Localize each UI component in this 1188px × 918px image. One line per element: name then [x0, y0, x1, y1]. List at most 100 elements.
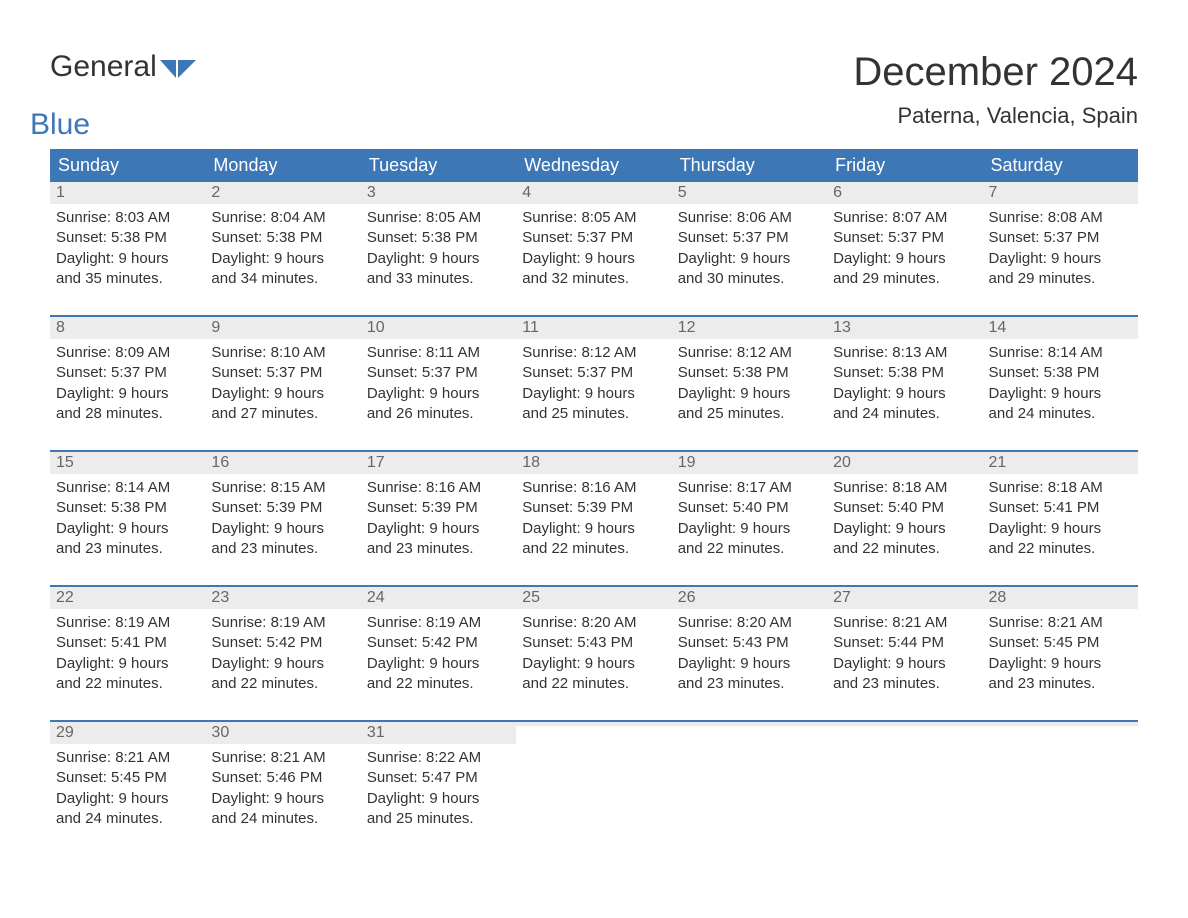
sunrise-text: Sunrise: 8:19 AM [211, 613, 354, 633]
day-num-row: 2 [205, 182, 360, 204]
sunrise-text: Sunrise: 8:09 AM [56, 343, 199, 363]
sunrise-text: Sunrise: 8:07 AM [833, 208, 976, 228]
daylight-text-2: and 22 minutes. [211, 674, 354, 694]
daylight-text-2: and 28 minutes. [56, 404, 199, 424]
day-num-row: 1 [50, 182, 205, 204]
daylight-text-2: and 25 minutes. [367, 809, 510, 829]
day-body: Sunrise: 8:16 AMSunset: 5:39 PMDaylight:… [516, 474, 671, 559]
daylight-text-1: Daylight: 9 hours [522, 384, 665, 404]
sunset-text: Sunset: 5:38 PM [989, 363, 1132, 383]
day-body: Sunrise: 8:18 AMSunset: 5:40 PMDaylight:… [827, 474, 982, 559]
day-number: 12 [678, 319, 696, 336]
sunset-text: Sunset: 5:47 PM [367, 768, 510, 788]
day-number: 31 [367, 724, 385, 741]
daylight-text-1: Daylight: 9 hours [678, 384, 821, 404]
daylight-text-2: and 29 minutes. [989, 269, 1132, 289]
day-number: 29 [56, 724, 74, 741]
daylight-text-2: and 22 minutes. [367, 674, 510, 694]
day-body: Sunrise: 8:19 AMSunset: 5:42 PMDaylight:… [361, 609, 516, 694]
sunset-text: Sunset: 5:37 PM [989, 228, 1132, 248]
week-row: 29Sunrise: 8:21 AMSunset: 5:45 PMDayligh… [50, 720, 1138, 835]
day-num-row: 19 [672, 452, 827, 474]
day-header-wednesday: Wednesday [516, 149, 671, 182]
day-body: Sunrise: 8:19 AMSunset: 5:42 PMDaylight:… [205, 609, 360, 694]
day-number: 23 [211, 589, 229, 606]
day-number: 16 [211, 454, 229, 471]
sunset-text: Sunset: 5:41 PM [56, 633, 199, 653]
daylight-text-1: Daylight: 9 hours [833, 249, 976, 269]
sunset-text: Sunset: 5:45 PM [989, 633, 1132, 653]
day-cell: 31Sunrise: 8:22 AMSunset: 5:47 PMDayligh… [361, 722, 516, 835]
day-header-sunday: Sunday [50, 149, 205, 182]
daylight-text-1: Daylight: 9 hours [833, 519, 976, 539]
daylight-text-2: and 29 minutes. [833, 269, 976, 289]
day-cell: 13Sunrise: 8:13 AMSunset: 5:38 PMDayligh… [827, 317, 982, 430]
day-header-tuesday: Tuesday [361, 149, 516, 182]
sunrise-text: Sunrise: 8:04 AM [211, 208, 354, 228]
day-num-row: 26 [672, 587, 827, 609]
sunset-text: Sunset: 5:38 PM [56, 228, 199, 248]
day-num-row: 13 [827, 317, 982, 339]
daylight-text-2: and 34 minutes. [211, 269, 354, 289]
sunset-text: Sunset: 5:41 PM [989, 498, 1132, 518]
sunrise-text: Sunrise: 8:12 AM [522, 343, 665, 363]
sunrise-text: Sunrise: 8:11 AM [367, 343, 510, 363]
daylight-text-2: and 32 minutes. [522, 269, 665, 289]
daylight-text-2: and 22 minutes. [56, 674, 199, 694]
day-body: Sunrise: 8:15 AMSunset: 5:39 PMDaylight:… [205, 474, 360, 559]
day-num-row: 28 [983, 587, 1138, 609]
daylight-text-1: Daylight: 9 hours [833, 654, 976, 674]
daylight-text-2: and 33 minutes. [367, 269, 510, 289]
day-cell: 19Sunrise: 8:17 AMSunset: 5:40 PMDayligh… [672, 452, 827, 565]
sunset-text: Sunset: 5:37 PM [56, 363, 199, 383]
sunrise-text: Sunrise: 8:05 AM [367, 208, 510, 228]
day-cell: 24Sunrise: 8:19 AMSunset: 5:42 PMDayligh… [361, 587, 516, 700]
day-cell [827, 722, 982, 835]
day-header-row: Sunday Monday Tuesday Wednesday Thursday… [50, 149, 1138, 182]
day-cell: 5Sunrise: 8:06 AMSunset: 5:37 PMDaylight… [672, 182, 827, 295]
day-cell [983, 722, 1138, 835]
daylight-text-1: Daylight: 9 hours [56, 384, 199, 404]
day-cell: 2Sunrise: 8:04 AMSunset: 5:38 PMDaylight… [205, 182, 360, 295]
daylight-text-1: Daylight: 9 hours [989, 384, 1132, 404]
logo-text-general: General [50, 50, 157, 84]
logo-text-blue: Blue [30, 108, 90, 141]
day-number: 21 [989, 454, 1007, 471]
daylight-text-1: Daylight: 9 hours [678, 654, 821, 674]
day-body: Sunrise: 8:20 AMSunset: 5:43 PMDaylight:… [672, 609, 827, 694]
day-number: 11 [522, 319, 539, 336]
sunrise-text: Sunrise: 8:21 AM [56, 748, 199, 768]
day-num-row: 30 [205, 722, 360, 744]
daylight-text-1: Daylight: 9 hours [989, 249, 1132, 269]
day-number: 2 [211, 184, 220, 201]
day-cell: 14Sunrise: 8:14 AMSunset: 5:38 PMDayligh… [983, 317, 1138, 430]
sunset-text: Sunset: 5:39 PM [522, 498, 665, 518]
day-number: 1 [56, 184, 65, 201]
day-body: Sunrise: 8:14 AMSunset: 5:38 PMDaylight:… [983, 339, 1138, 424]
day-cell: 27Sunrise: 8:21 AMSunset: 5:44 PMDayligh… [827, 587, 982, 700]
day-cell: 26Sunrise: 8:20 AMSunset: 5:43 PMDayligh… [672, 587, 827, 700]
sunset-text: Sunset: 5:37 PM [211, 363, 354, 383]
sunset-text: Sunset: 5:37 PM [678, 228, 821, 248]
day-num-row: 6 [827, 182, 982, 204]
daylight-text-2: and 23 minutes. [833, 674, 976, 694]
sunset-text: Sunset: 5:38 PM [211, 228, 354, 248]
daylight-text-1: Daylight: 9 hours [211, 384, 354, 404]
daylight-text-2: and 26 minutes. [367, 404, 510, 424]
day-cell: 15Sunrise: 8:14 AMSunset: 5:38 PMDayligh… [50, 452, 205, 565]
day-num-row: 15 [50, 452, 205, 474]
daylight-text-2: and 25 minutes. [678, 404, 821, 424]
day-cell: 7Sunrise: 8:08 AMSunset: 5:37 PMDaylight… [983, 182, 1138, 295]
sunset-text: Sunset: 5:39 PM [211, 498, 354, 518]
sunset-text: Sunset: 5:40 PM [678, 498, 821, 518]
sunrise-text: Sunrise: 8:19 AM [56, 613, 199, 633]
day-number: 6 [833, 184, 842, 201]
sunset-text: Sunset: 5:44 PM [833, 633, 976, 653]
sunrise-text: Sunrise: 8:15 AM [211, 478, 354, 498]
day-cell [672, 722, 827, 835]
day-num-row: 8 [50, 317, 205, 339]
sunrise-text: Sunrise: 8:21 AM [833, 613, 976, 633]
day-cell: 3Sunrise: 8:05 AMSunset: 5:38 PMDaylight… [361, 182, 516, 295]
day-cell: 11Sunrise: 8:12 AMSunset: 5:37 PMDayligh… [516, 317, 671, 430]
day-cell: 6Sunrise: 8:07 AMSunset: 5:37 PMDaylight… [827, 182, 982, 295]
